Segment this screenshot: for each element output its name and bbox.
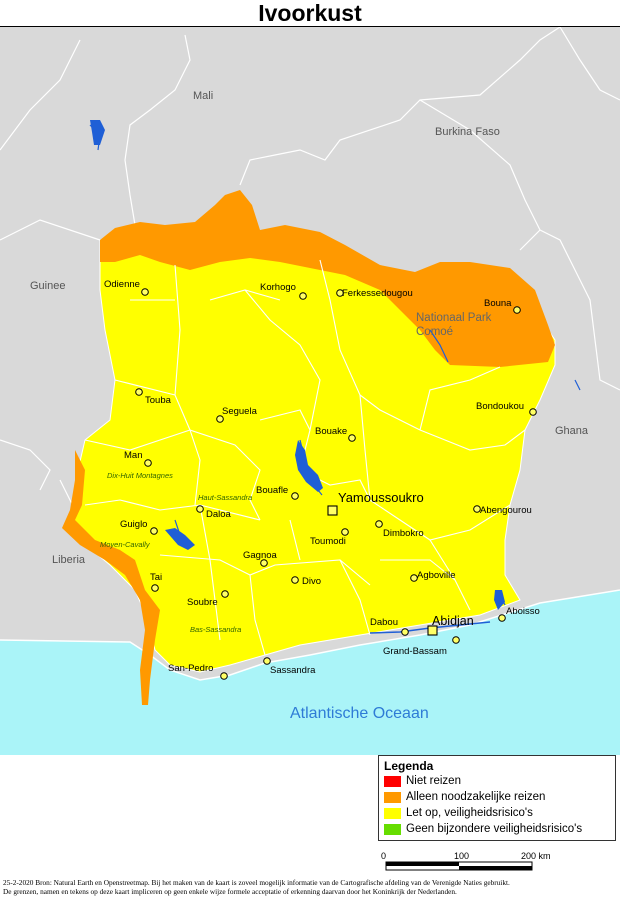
legend-label: Alleen noodzakelijke reizen [406,791,546,803]
footer-line-2: De grenzen, namen en tekens op deze kaar… [3,887,457,896]
city-marker-seguela [216,415,224,423]
region-label-haut-sassandra: Haut-Sassandra [198,493,252,502]
ocean-label: Atlantische Oceaan [290,705,429,722]
city-label-dabou: Dabou [370,617,398,628]
city-marker-ferkessedougou [336,289,344,297]
legend-label: Niet reizen [406,775,461,787]
city-label-agboville: Agboville [417,570,456,581]
city-marker-guiglo [150,527,158,535]
zone-orange-north [100,190,555,367]
city-marker-toumodi [341,528,349,536]
city-marker-odienne [141,288,149,296]
lake-mali [90,120,105,145]
city-label-divo: Divo [302,576,321,587]
city-marker-grand-bassam [452,636,460,644]
footer: 25-2-2020 Bron: Natural Earth en Openstr… [0,878,620,903]
city-marker-abengourou [473,505,481,513]
city-marker-man [144,459,152,467]
city-marker-sassandra [263,657,271,665]
park-label-2: Comoé [416,326,453,338]
city-marker-divo [291,576,299,584]
city-marker-bondoukou [529,408,537,416]
major-city-label: Abidjan [432,614,474,628]
city-label-dimbokro: Dimbokro [383,528,424,539]
city-label-man: Man [124,450,142,461]
city-marker-korhogo [299,292,307,300]
legend-swatch-red [384,776,401,787]
title-bar: Ivoorkust [0,0,620,27]
scale-tick-0: 0 [381,851,386,861]
legend-swatch-orange [384,792,401,803]
city-label-guiglo: Guiglo [120,519,147,530]
city-label-bondoukou: Bondoukou [476,401,524,412]
footer-line-1: 25-2-2020 Bron: Natural Earth en Openstr… [3,878,510,887]
city-label-soubre: Soubre [187,597,218,608]
city-marker-san-pedro [220,672,228,680]
city-label-sassandra: Sassandra [270,665,316,676]
city-label-daloa: Daloa [206,509,232,520]
city-marker-bouafle [291,492,299,500]
lake-buyo [165,528,195,550]
scale-tick-100: 100 [454,851,469,861]
region-label-moyen-cavally: Moyen-Cavally [100,540,151,549]
zone-orange-west [62,450,160,705]
scale-tick-200: 200 km [521,851,551,861]
region-label-bas-sassandra: Bas-Sassandra [190,625,241,634]
lake-aboisso [494,590,505,610]
city-marker-aboisso [498,614,506,622]
city-label-touba: Touba [145,395,172,406]
city-marker-dabou [401,628,409,636]
city-label-bouake: Bouake [315,426,347,437]
city-label-bouafle: Bouafle [256,485,288,496]
city-marker-touba [135,388,143,396]
city-label-bouna: Bouna [484,298,512,309]
city-marker-dimbokro [375,520,383,528]
park-label-1: Nationaal Park [416,312,492,324]
city-label-seguela: Seguela [222,406,258,417]
legend-swatch-green [384,824,401,835]
city-label-ferkessedougou: Ferkessedougou [342,288,413,299]
scale-bar-graphic: 0 100 200 km [381,851,551,871]
legend-label: Geen bijzondere veiligheidsrisico's [406,823,583,835]
map-title: Ivoorkust [258,0,362,26]
city-marker-daloa [196,505,204,513]
city-label-tai: Tai [150,572,162,583]
city-label-toumodi: Toumodi [310,536,346,547]
city-label-aboisso: Aboisso [506,606,540,617]
legend-swatch-yellow [384,808,401,819]
city-label-grand-bassam: Grand-Bassam [383,646,447,657]
lake-kossou [295,440,323,492]
city-marker-bouna [513,306,521,314]
city-label-san-pedro: San-Pedro [168,663,213,674]
city-marker-tai [151,584,159,592]
city-label-abengourou: Abengourou [480,505,532,516]
map: Mali Burkina Faso Guinee Ghana Liberia A… [0,27,620,755]
legend-label: Let op, veiligheidsrisico's [406,807,533,819]
country-label-mali: Mali [193,90,213,102]
city-label-odienne: Odienne [104,279,140,290]
city-marker-gagnoa [260,559,268,567]
region-label-dix-huit: Dix-Huit Montagnes [107,471,173,480]
country-label-guinee: Guinee [30,280,65,292]
major-city-marker [427,625,438,636]
city-marker-bouake [348,434,356,442]
city-label-gagnoa: Gagnoa [243,550,278,561]
city-label-korhogo: Korhogo [260,282,296,293]
capital-marker [327,505,338,516]
scale-bar: 0 100 200 km [378,842,614,876]
country-label-burkina-faso: Burkina Faso [435,126,500,138]
legend-title: Legenda [384,759,434,773]
country-label-liberia: Liberia [52,554,86,566]
country-label-ghana: Ghana [555,425,589,437]
ocean [0,590,620,755]
city-marker-soubre [221,590,229,598]
capital-label: Yamoussoukro [338,490,424,505]
city-marker-agboville [410,574,418,582]
legend: Legenda Niet reizen Alleen noodzakelijke… [378,755,616,841]
region-borders [84,259,526,656]
